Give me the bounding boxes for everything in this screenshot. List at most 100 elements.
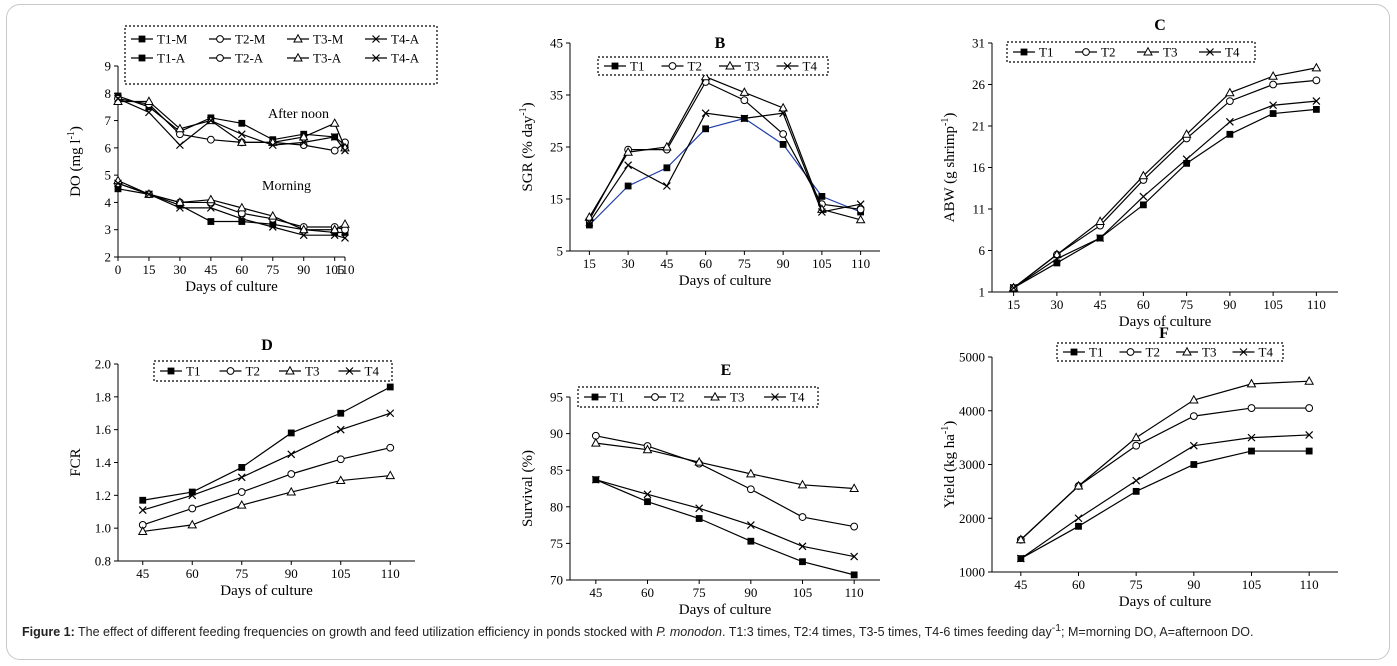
data-point [298, 224, 309, 234]
legend-marker [1182, 346, 1192, 356]
y-tick-label: 70 [550, 573, 563, 588]
legend-marker [216, 54, 224, 62]
data-point [1189, 441, 1198, 450]
legend-box [1056, 342, 1284, 362]
data-point [1139, 192, 1148, 201]
x-tick-label: 75 [235, 566, 248, 581]
y-tick-label: 95 [550, 390, 563, 405]
legend-box [124, 25, 438, 85]
data-point [1139, 201, 1147, 209]
legend-label: T1 [186, 364, 200, 379]
series-line [595, 479, 855, 576]
legend-label: T1-A [157, 51, 186, 66]
data-point [238, 218, 246, 225]
data-point [1247, 433, 1256, 442]
data-point [1096, 234, 1105, 242]
data-point [856, 200, 865, 209]
x-tick-label: 110 [335, 262, 354, 277]
x-tick-label: 90 [744, 585, 757, 600]
data-point [1183, 159, 1191, 167]
legend-marker [1082, 48, 1090, 56]
data-point [335, 475, 346, 485]
data-point [341, 233, 349, 242]
caption-superscript: -1 [1051, 623, 1062, 634]
x-tick-label: 60 [186, 566, 199, 581]
data-point [329, 118, 340, 127]
series-line [595, 479, 855, 558]
data-point [267, 210, 278, 220]
y-tick-label: 5 [105, 168, 112, 183]
caption-text-1: The effect of different feeding frequenc… [74, 625, 657, 640]
legend-marker [372, 54, 380, 62]
x-tick-label: 45 [1094, 297, 1107, 312]
data-point [797, 479, 808, 489]
legend-label: T4 [1259, 345, 1274, 360]
data-point [385, 470, 396, 480]
data-point [188, 491, 197, 500]
series-line [1013, 67, 1317, 289]
data-point [187, 519, 198, 529]
y-axis-label: FCR [68, 448, 84, 476]
data-point [188, 488, 196, 496]
x-tick-label: 90 [1187, 577, 1200, 592]
data-point [1053, 259, 1061, 267]
data-point [642, 444, 653, 454]
legend-label: T2 [688, 59, 702, 74]
x-tick-label: 75 [693, 585, 706, 600]
x-tick-label: 75 [1180, 297, 1193, 312]
data-point [114, 94, 122, 103]
x-tick-label: 30 [1050, 297, 1063, 312]
x-tick-label: 90 [297, 262, 310, 277]
x-tick-label: 30 [173, 262, 186, 277]
legend-label: T3 [745, 59, 759, 74]
data-point [237, 214, 246, 223]
x-tick-label: 60 [235, 262, 248, 277]
legend-label: T1 [630, 59, 644, 74]
legend-label: T4 [1225, 45, 1240, 60]
legend-marker [1206, 48, 1214, 56]
x-tick-label: 110 [1300, 577, 1319, 592]
x-tick-label: 45 [660, 256, 673, 271]
y-tick-label: 15 [550, 192, 563, 207]
data-point [336, 455, 345, 464]
series-line [1013, 108, 1317, 289]
legend-marker [138, 35, 146, 43]
data-point [1009, 283, 1018, 292]
data-point [299, 138, 308, 147]
data-point [1305, 404, 1314, 412]
data-point [340, 219, 350, 228]
data-point [329, 224, 340, 234]
data-point [817, 208, 826, 216]
x-tick-label: 90 [1223, 297, 1236, 312]
y-tick-label: 2 [105, 250, 112, 265]
data-point [1190, 461, 1198, 468]
chart-panel-f: 1000 2000 3000 4000 5000 45 60 75 90 105 110 Days o… [940, 325, 1338, 610]
legend-label: T3 [1202, 345, 1216, 360]
data-point [818, 193, 826, 200]
x-tick-label: 105 [812, 256, 832, 271]
annotation-label: After noon [268, 107, 329, 122]
data-point [330, 231, 339, 240]
data-point [1132, 441, 1141, 450]
data-point [1226, 130, 1234, 138]
data-point [287, 429, 295, 437]
legend-marker [1126, 348, 1135, 356]
data-point [336, 425, 345, 434]
data-point [779, 141, 787, 148]
legend-marker [783, 62, 792, 70]
data-point [175, 203, 184, 212]
data-point [585, 218, 594, 227]
chart-title: B [715, 35, 726, 52]
x-axis-label: Days of culture [679, 273, 772, 289]
legend-label: T4 [365, 364, 380, 379]
y-tick-label: 26 [972, 77, 986, 92]
data-point [145, 108, 153, 117]
x-tick-label: 105 [1242, 577, 1262, 592]
legend-marker [372, 35, 380, 43]
legend-marker [651, 393, 659, 401]
legend-marker [771, 393, 779, 401]
legend-marker [345, 367, 354, 375]
data-point [386, 383, 394, 391]
y-tick-label: 3 [105, 222, 112, 237]
x-tick-label: 110 [381, 566, 400, 581]
